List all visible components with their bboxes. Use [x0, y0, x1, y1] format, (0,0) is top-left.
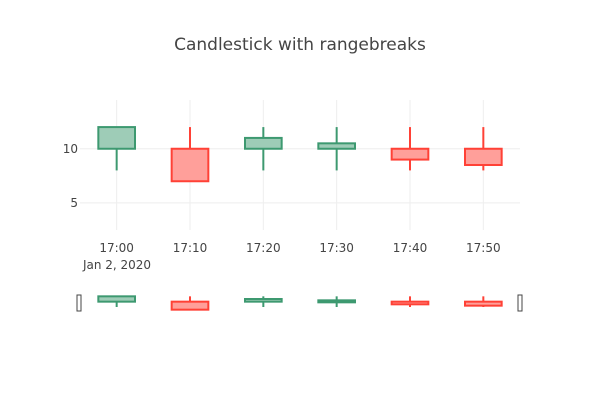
range-slider-candle — [244, 296, 283, 307]
x-tick-label: 17:00 — [99, 241, 134, 255]
candle-body — [97, 126, 137, 150]
candles — [97, 126, 503, 183]
range-slider-candles — [97, 295, 503, 311]
x-axis: Jan 2, 2020 17:00 17:10 17:20 17:30 17:40 17:… — [82, 241, 501, 272]
x-axis-date-label: Jan 2, 2020 — [82, 258, 151, 272]
candle[interactable] — [170, 127, 210, 183]
candle[interactable] — [97, 126, 137, 171]
range-slider-candle — [97, 295, 137, 307]
gridlines — [80, 100, 520, 230]
x-tick-label: 17:50 — [466, 241, 501, 255]
range-slider-candle — [464, 296, 503, 307]
candle-body — [170, 147, 210, 183]
candle[interactable] — [244, 127, 283, 171]
range-slider-candle — [170, 296, 210, 311]
candle-body — [390, 147, 430, 161]
x-tick-label: 17:10 — [173, 241, 208, 255]
range-slider-candle-body — [244, 298, 283, 303]
range-slider-candle-body — [170, 300, 210, 311]
y-tick-label: 5 — [70, 196, 78, 210]
range-slider[interactable] — [76, 294, 523, 312]
candle[interactable] — [464, 127, 503, 171]
range-slider-candle — [317, 296, 357, 307]
range-slider-candle-body — [97, 295, 137, 303]
candle[interactable] — [317, 127, 357, 171]
x-tick-label: 17:30 — [319, 241, 354, 255]
range-slider-candle-body — [390, 300, 430, 306]
range-slider-candle — [390, 296, 430, 307]
range-slider-candle-body — [317, 299, 357, 304]
x-tick-label: 17:20 — [246, 241, 281, 255]
range-slider-left-handle[interactable] — [76, 294, 82, 312]
range-slider-right-handle[interactable] — [517, 294, 523, 312]
candle[interactable] — [390, 127, 430, 171]
range-slider-candle-body — [464, 300, 503, 307]
y-axis: 5 10 — [63, 142, 78, 210]
y-tick-label: 10 — [63, 142, 78, 156]
candle-body — [317, 142, 357, 150]
x-tick-label: 17:40 — [393, 241, 428, 255]
chart-title: Candlestick with rangebreaks — [174, 35, 426, 55]
candle-body — [464, 147, 503, 166]
candle-body — [244, 136, 283, 150]
